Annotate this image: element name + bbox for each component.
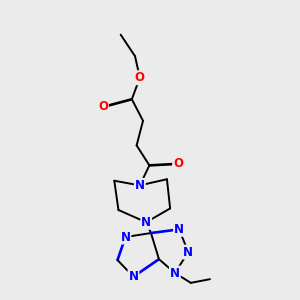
Text: N: N [135, 179, 145, 192]
Text: N: N [121, 230, 130, 244]
Text: N: N [128, 270, 138, 283]
Text: O: O [173, 157, 183, 170]
Text: O: O [135, 71, 145, 84]
Text: N: N [141, 216, 151, 229]
Text: N: N [170, 266, 180, 280]
Text: N: N [174, 223, 184, 236]
Text: N: N [183, 246, 193, 259]
Text: O: O [98, 100, 108, 113]
